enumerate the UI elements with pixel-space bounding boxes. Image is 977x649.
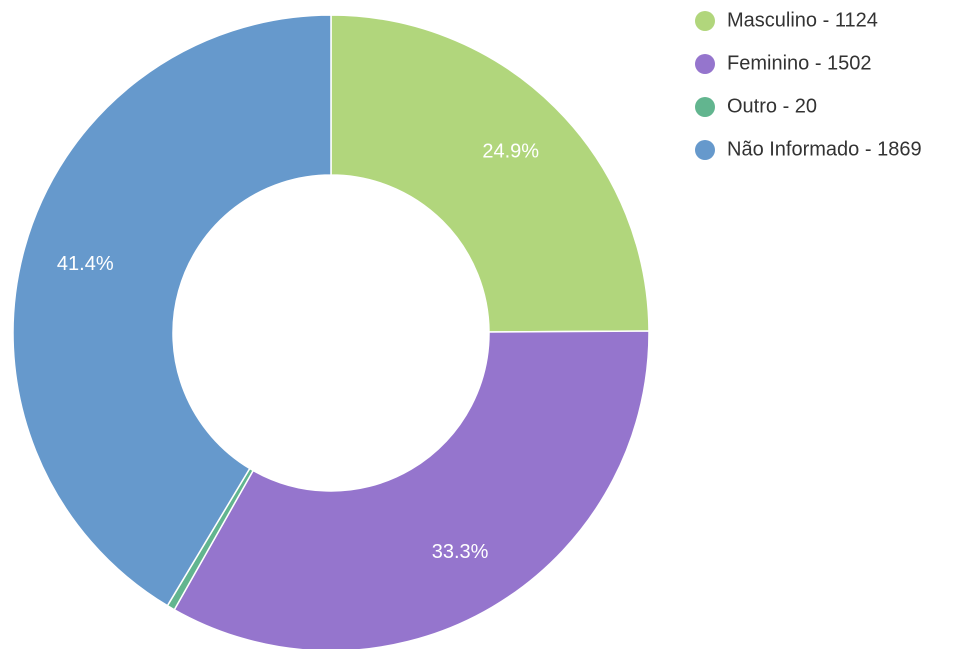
slice-label: 41.4% xyxy=(57,253,114,275)
legend-label: Não Informado - 1869 xyxy=(727,138,922,160)
legend-swatch xyxy=(695,11,715,31)
slice xyxy=(12,14,332,607)
legend-label: Masculino - 1124 xyxy=(727,9,878,31)
slice xyxy=(173,330,650,649)
slice-label: 24.9% xyxy=(482,140,539,162)
slice-label: 33.3% xyxy=(432,541,489,563)
legend-swatch xyxy=(695,54,715,74)
legend-swatch xyxy=(695,97,715,117)
slice xyxy=(330,14,650,333)
legend-label: Outro - 20 xyxy=(727,95,817,117)
legend-label: Feminino - 1502 xyxy=(727,52,872,74)
legend-swatch xyxy=(695,140,715,160)
